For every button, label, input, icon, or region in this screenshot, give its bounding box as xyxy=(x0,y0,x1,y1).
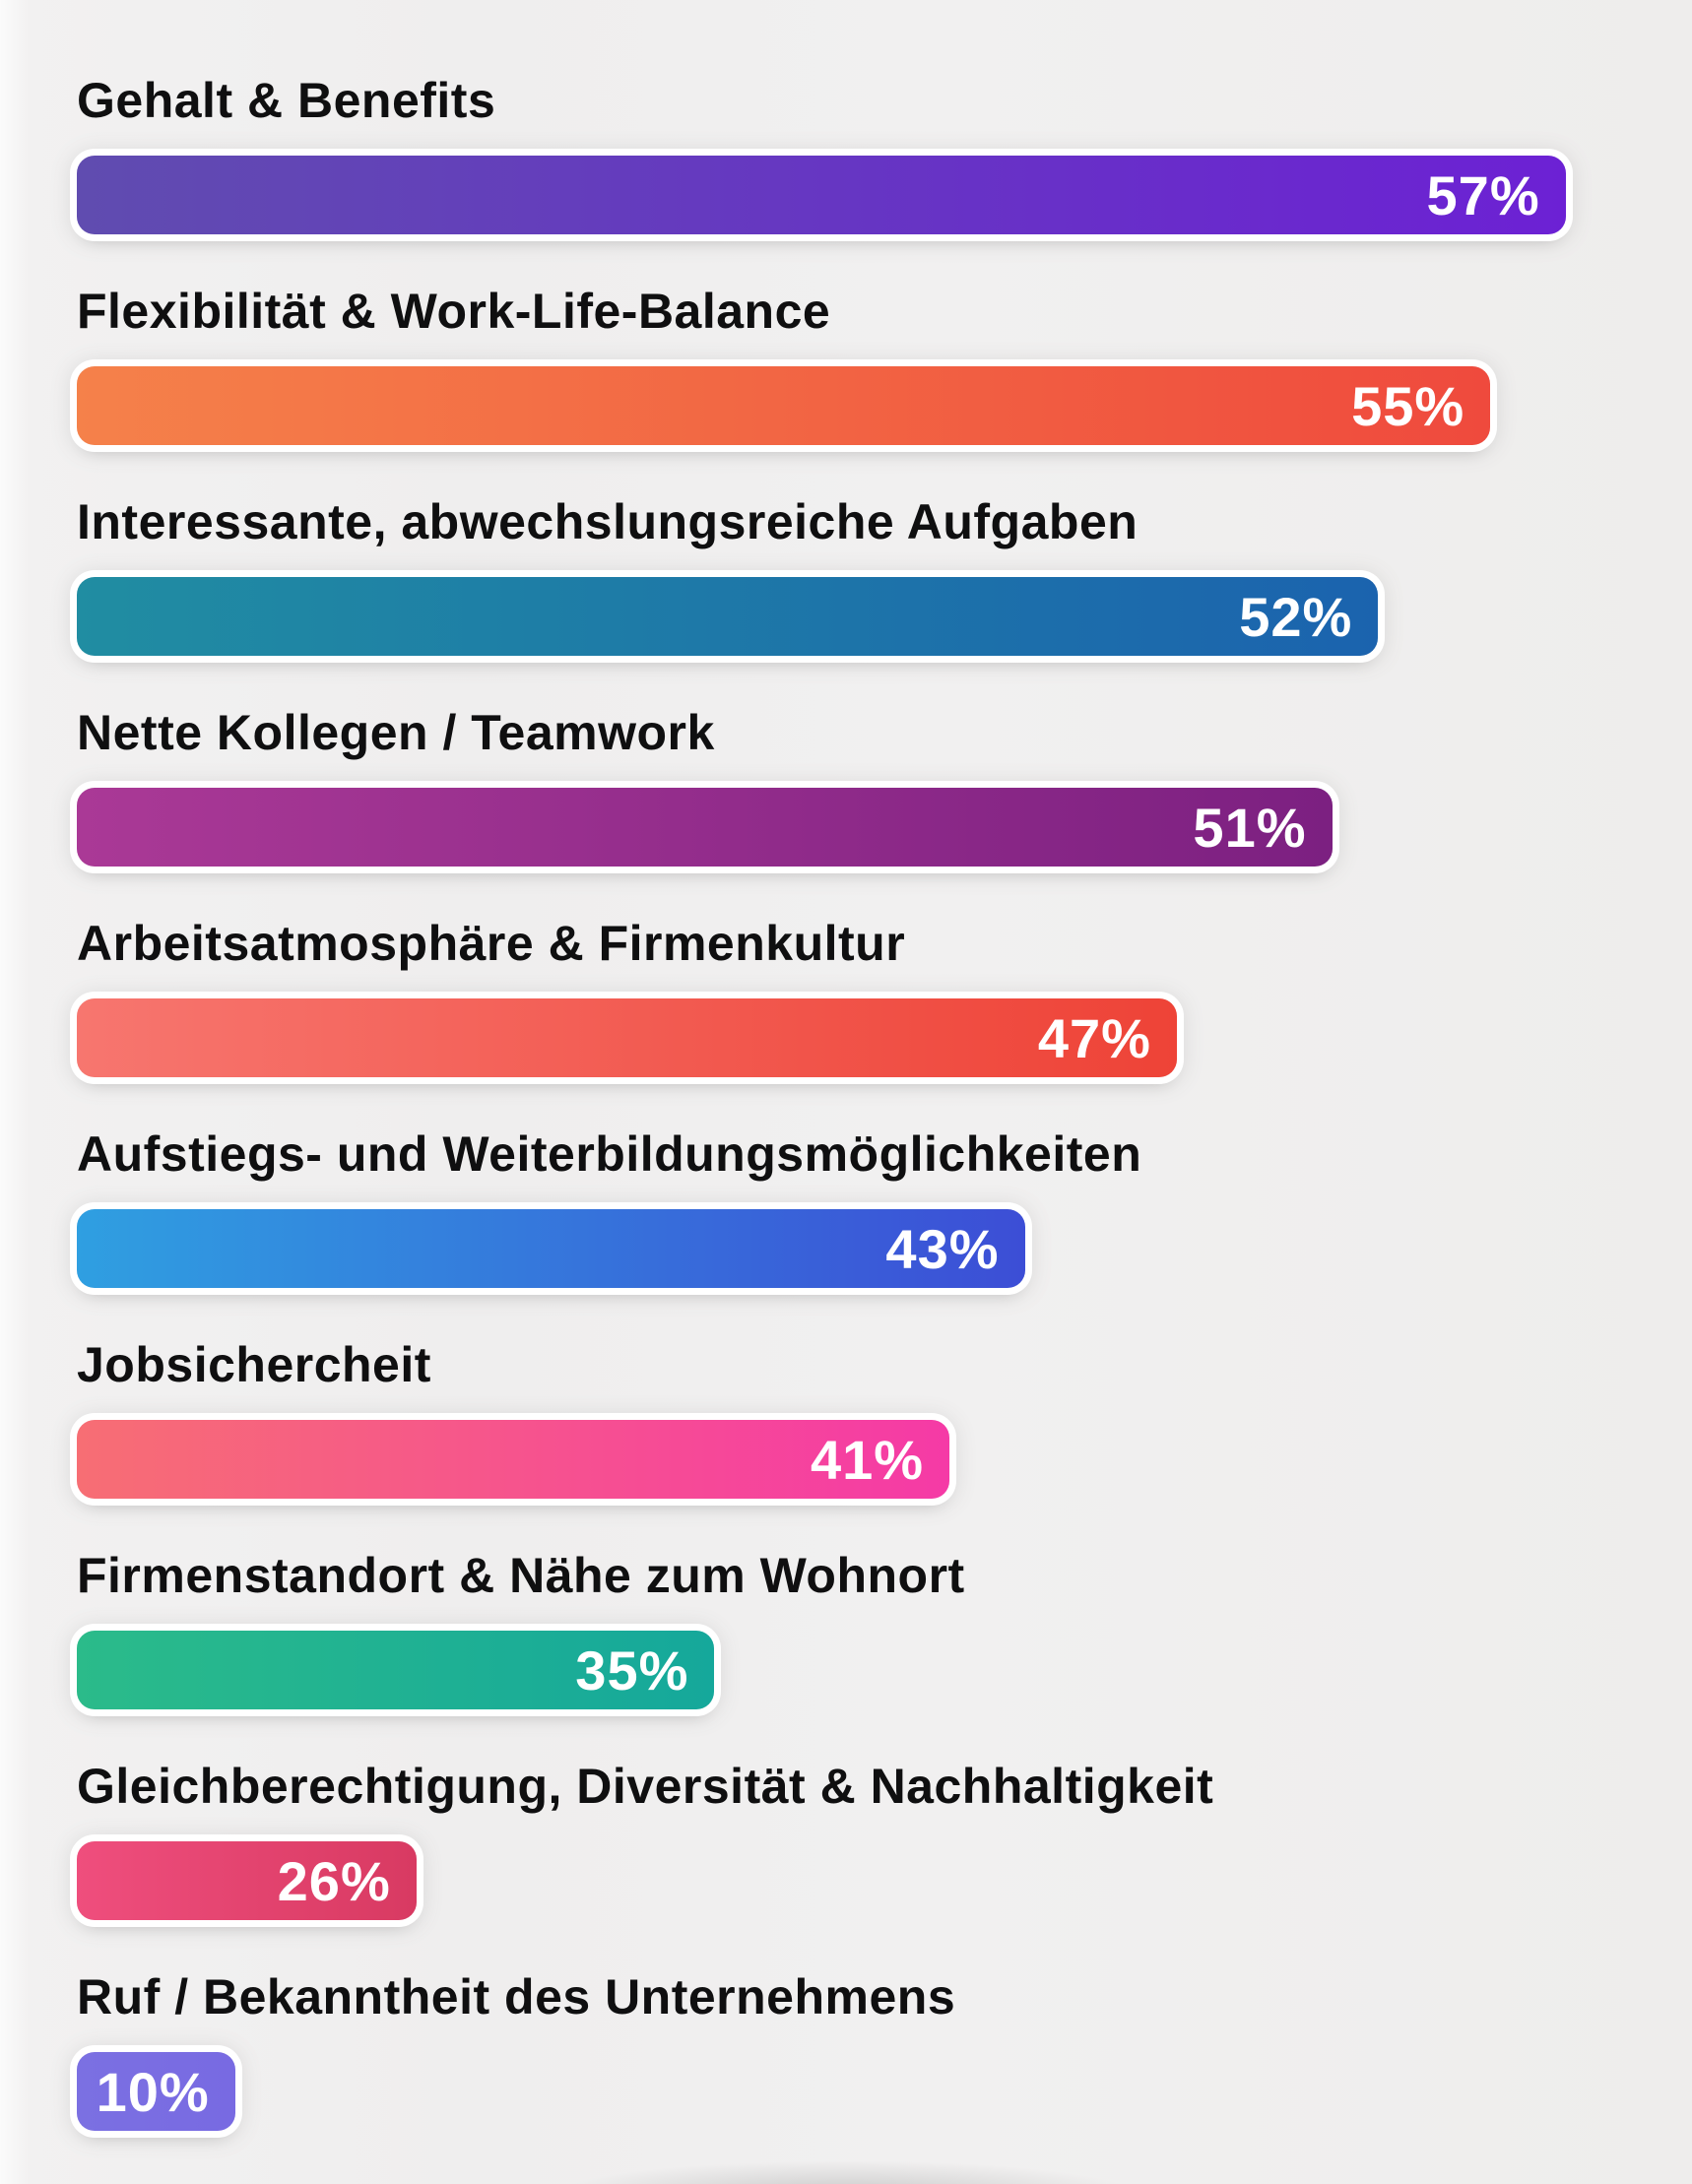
bar-group: Nette Kollegen / Teamwork 51% xyxy=(77,703,1613,867)
value-label: 41% xyxy=(810,1428,925,1491)
category-label: Jobsichercheit xyxy=(77,1337,431,1392)
category-label: Ruf / Bekanntheit des Unternehmens xyxy=(77,1969,956,2024)
bar: 41% xyxy=(77,1420,950,1499)
category-label: Arbeitsatmosphäre & Firmenkultur xyxy=(77,916,906,971)
bar: 51% xyxy=(77,788,1333,867)
bottom-card-shadow xyxy=(472,2143,1220,2184)
bar-group: Gleichberechtigung, Diversität & Nachhal… xyxy=(77,1757,1613,1920)
bar-group: Firmenstandort & Nähe zum Wohnort 35% xyxy=(77,1546,1613,1709)
category-label: Gehalt & Benefits xyxy=(77,73,496,128)
category-label: Flexibilität & Work-Life-Balance xyxy=(77,284,831,339)
value-label: 52% xyxy=(1239,585,1353,648)
value-label: 51% xyxy=(1193,796,1307,859)
category-label: Interessante, abwechslungsreiche Aufgabe… xyxy=(77,494,1139,549)
category-label: Gleichberechtigung, Diversität & Nachhal… xyxy=(77,1759,1214,1814)
value-label: 57% xyxy=(1426,163,1540,226)
value-label: 43% xyxy=(885,1217,1000,1280)
category-label: Aufstiegs- und Weiterbildungsmöglichkeit… xyxy=(77,1126,1142,1182)
bar: 10% xyxy=(77,2052,235,2131)
bar: 52% xyxy=(77,577,1379,656)
value-label: 10% xyxy=(96,2060,210,2123)
bar: 47% xyxy=(77,998,1177,1077)
bar: 55% xyxy=(77,366,1491,445)
bar-group: Aufstiegs- und Weiterbildungsmöglichkeit… xyxy=(77,1124,1613,1288)
value-label: 55% xyxy=(1351,374,1465,437)
category-label: Firmenstandort & Nähe zum Wohnort xyxy=(77,1548,965,1603)
value-label: 26% xyxy=(277,1849,391,1912)
bar-group: Arbeitsatmosphäre & Firmenkultur 47% xyxy=(77,914,1613,1077)
value-label: 47% xyxy=(1037,1006,1151,1069)
bar-group: Gehalt & Benefits 57% xyxy=(77,71,1613,234)
bar-group: Flexibilität & Work-Life-Balance 55% xyxy=(77,282,1613,445)
category-label: Nette Kollegen / Teamwork xyxy=(77,705,715,760)
bar-group: Interessante, abwechslungsreiche Aufgabe… xyxy=(77,492,1613,656)
bar: 35% xyxy=(77,1631,715,1709)
bar-group: Ruf / Bekanntheit des Unternehmens 10% xyxy=(77,1967,1613,2131)
value-label: 35% xyxy=(575,1638,689,1702)
bar-group: Jobsichercheit 41% xyxy=(77,1335,1613,1499)
bar: 57% xyxy=(77,156,1566,234)
bar: 26% xyxy=(77,1841,417,1920)
bar: 43% xyxy=(77,1209,1025,1288)
chart-area: Gehalt & Benefits 57% Flexibilität & Work-… xyxy=(77,71,1613,2131)
